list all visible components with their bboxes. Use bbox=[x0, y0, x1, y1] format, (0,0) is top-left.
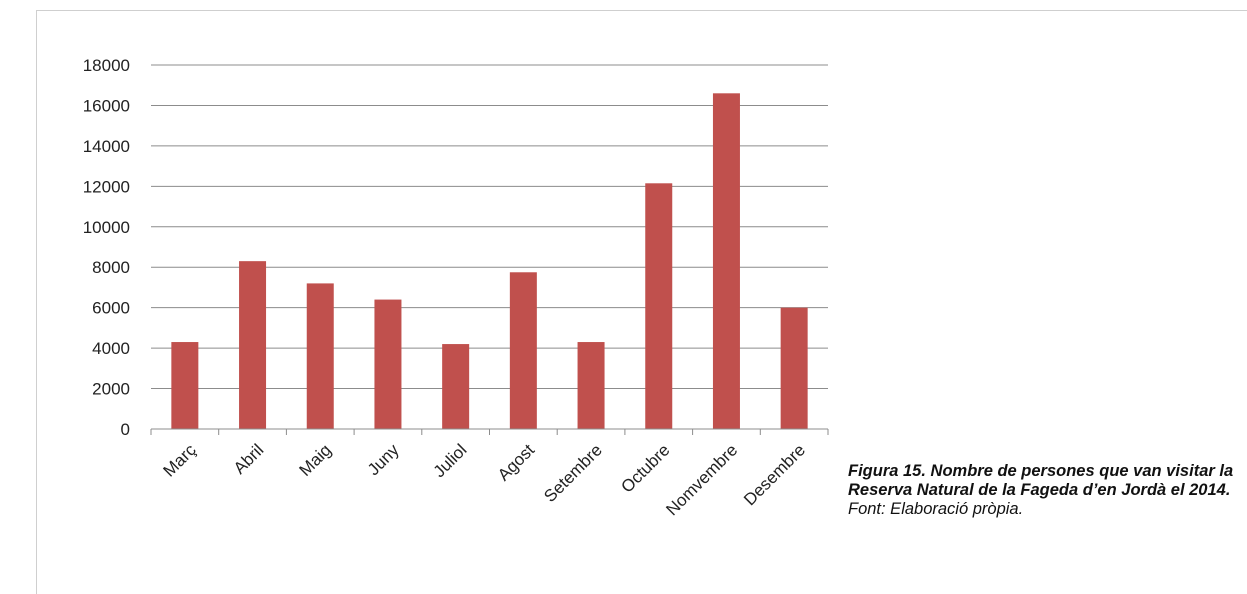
x-category-label: Agost bbox=[494, 440, 538, 484]
x-category-label: Juny bbox=[364, 440, 403, 479]
bars bbox=[171, 93, 808, 430]
bar-5 bbox=[509, 272, 537, 429]
figure-caption: Figura 15. Nombre de persones que van vi… bbox=[848, 462, 1243, 519]
y-tick-label: 18000 bbox=[83, 56, 130, 75]
y-tick-label: 14000 bbox=[83, 137, 130, 156]
x-category-label: Maig bbox=[296, 440, 335, 479]
bar-1 bbox=[239, 261, 267, 429]
bar-3 bbox=[374, 299, 402, 429]
x-category-label: Octubre bbox=[617, 440, 673, 496]
y-tick-label: 10000 bbox=[83, 218, 130, 237]
x-category-label: Abril bbox=[230, 440, 267, 477]
y-tick-label: 12000 bbox=[83, 177, 130, 196]
x-axis bbox=[150, 428, 829, 435]
y-tick-label: 16000 bbox=[83, 96, 130, 115]
caption-source: Font: Elaboració pròpia. bbox=[848, 500, 1024, 518]
bar-0 bbox=[171, 342, 199, 429]
bar-7 bbox=[645, 183, 673, 429]
bar-8 bbox=[712, 93, 740, 430]
x-category-label: Setembre bbox=[540, 440, 606, 506]
y-axis-tick-labels: 0 2000 4000 6000 8000 10000 12000 14000 16000 180… bbox=[83, 56, 130, 439]
y-tick-label: 6000 bbox=[92, 299, 130, 318]
x-category-label: Desembre bbox=[740, 440, 809, 509]
bar-2 bbox=[306, 283, 334, 429]
x-category-label: Març bbox=[160, 440, 201, 481]
y-tick-label: 8000 bbox=[92, 258, 130, 277]
y-tick-label: 0 bbox=[121, 420, 130, 439]
x-category-label: Nomvembre bbox=[662, 440, 741, 519]
y-tick-label: 4000 bbox=[92, 339, 130, 358]
bar-9 bbox=[780, 307, 808, 429]
bar-4 bbox=[442, 344, 470, 429]
figure-frame bbox=[36, 10, 1247, 594]
bar-6 bbox=[577, 342, 605, 429]
caption-title: Figura 15. Nombre de persones que van vi… bbox=[848, 462, 1234, 499]
x-category-label: Juliol bbox=[430, 440, 471, 481]
y-tick-label: 2000 bbox=[92, 380, 130, 399]
x-axis-category-labels: Març Abril Maig Juny Juliol Agost Setembre Octu… bbox=[160, 440, 809, 519]
